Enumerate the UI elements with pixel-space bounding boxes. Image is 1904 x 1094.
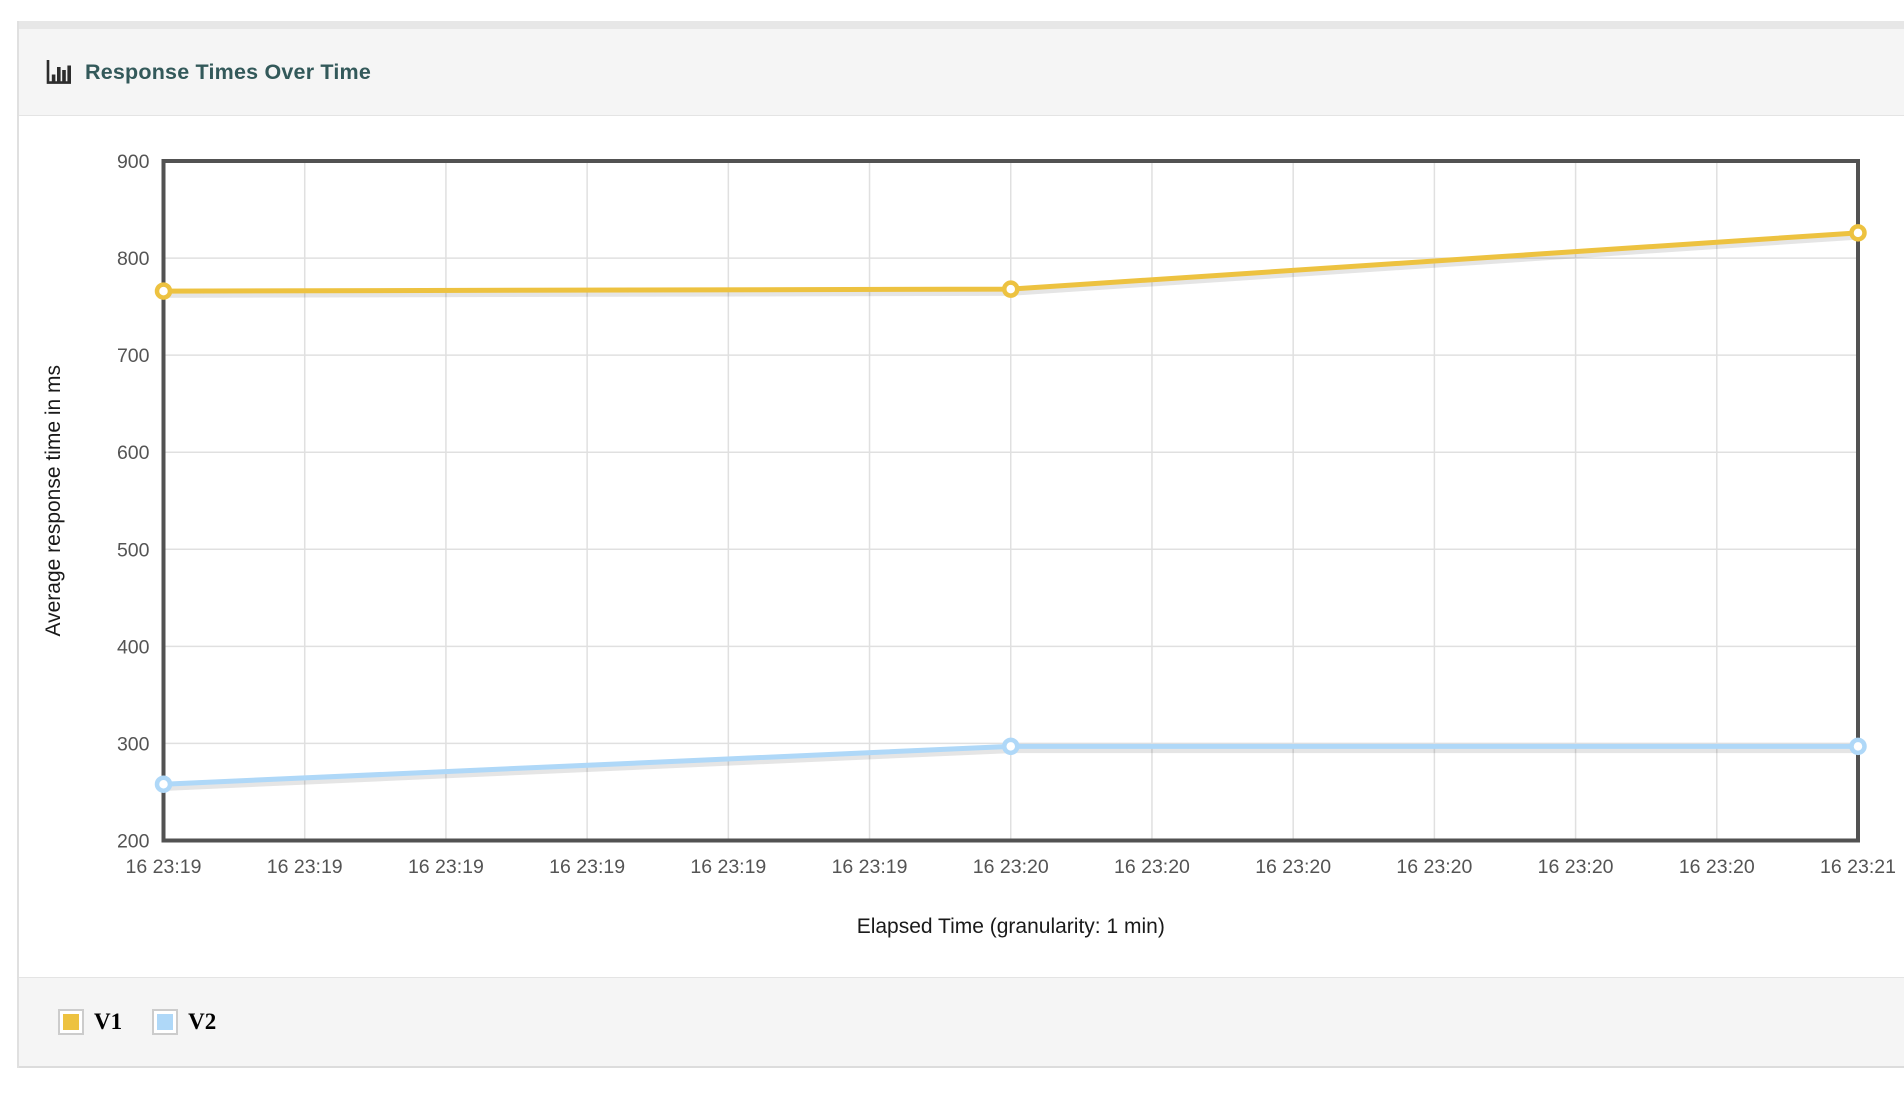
chart-legend: V1 V2 — [19, 977, 1904, 1068]
legend-label-v1: V1 — [94, 1009, 123, 1034]
legend-swatch-v2 — [152, 1009, 179, 1035]
legend-label-v2: V2 — [188, 1009, 217, 1034]
panel-title: Response Times Over Time — [85, 59, 372, 84]
bar-chart-icon — [43, 57, 73, 87]
panel-header: Response Times Over Time — [19, 29, 1904, 116]
legend-swatch-v1 — [58, 1009, 84, 1035]
panel-top-border — [19, 21, 1904, 29]
response-times-panel: Response Times Over Time V1 V2 — [17, 21, 1904, 1068]
legend-item-v2[interactable]: V2 — [152, 1009, 216, 1035]
legend-item-v1[interactable]: V1 — [58, 1009, 122, 1035]
chart-area — [19, 116, 1904, 977]
